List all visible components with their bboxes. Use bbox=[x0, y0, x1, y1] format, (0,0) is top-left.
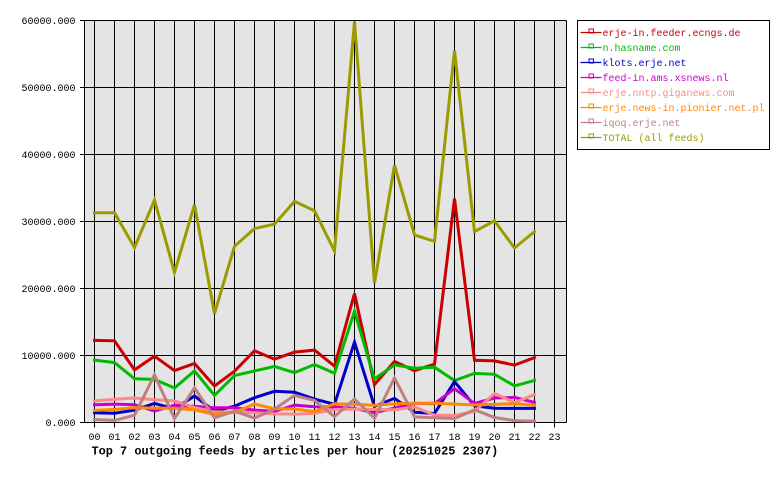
svg-text:klots.erje.net: klots.erje.net bbox=[603, 58, 687, 70]
svg-text:12: 12 bbox=[328, 433, 340, 444]
svg-text:feed-in.ams.xsnews.nl: feed-in.ams.xsnews.nl bbox=[603, 73, 729, 85]
svg-text:01: 01 bbox=[108, 433, 120, 444]
svg-text:14: 14 bbox=[368, 433, 380, 444]
svg-text:07: 07 bbox=[228, 433, 240, 444]
svg-text:05: 05 bbox=[188, 433, 200, 444]
svg-text:04: 04 bbox=[168, 433, 180, 444]
svg-text:iqoq.erje.net: iqoq.erje.net bbox=[603, 118, 681, 130]
svg-text:10: 10 bbox=[288, 433, 300, 444]
svg-text:08: 08 bbox=[248, 433, 260, 444]
svg-text:30000.000: 30000.000 bbox=[21, 218, 75, 229]
svg-text:18: 18 bbox=[448, 433, 460, 444]
svg-text:19: 19 bbox=[468, 433, 480, 444]
svg-text:16: 16 bbox=[408, 433, 420, 444]
svg-text:10000.000: 10000.000 bbox=[21, 352, 75, 363]
svg-text:11: 11 bbox=[308, 433, 320, 444]
svg-text:09: 09 bbox=[268, 433, 280, 444]
svg-text:40000.000: 40000.000 bbox=[21, 151, 75, 162]
svg-text:20000.000: 20000.000 bbox=[21, 285, 75, 296]
svg-text:17: 17 bbox=[428, 433, 440, 444]
svg-text:13: 13 bbox=[348, 433, 360, 444]
svg-text:23: 23 bbox=[548, 433, 560, 444]
svg-text:20: 20 bbox=[488, 433, 500, 444]
svg-text:21: 21 bbox=[508, 433, 520, 444]
svg-text:erje-in.feeder.ecngs.de: erje-in.feeder.ecngs.de bbox=[603, 28, 741, 40]
svg-text:00: 00 bbox=[88, 433, 100, 444]
svg-text:22: 22 bbox=[528, 433, 540, 444]
svg-text:erje.news-in.pionier.net.pl: erje.news-in.pionier.net.pl bbox=[603, 103, 765, 115]
svg-text:50000.000: 50000.000 bbox=[21, 84, 75, 95]
svg-text:02: 02 bbox=[128, 433, 140, 444]
svg-text:03: 03 bbox=[148, 433, 160, 444]
svg-text:erje.nntp.giganews.com: erje.nntp.giganews.com bbox=[603, 88, 735, 100]
svg-text:Top 7 outgoing feeds by articl: Top 7 outgoing feeds by articles per hou… bbox=[92, 444, 499, 458]
svg-text:15: 15 bbox=[388, 433, 400, 444]
svg-text:0.000: 0.000 bbox=[45, 419, 75, 430]
svg-text:TOTAL (all feeds): TOTAL (all feeds) bbox=[603, 133, 705, 145]
svg-text:06: 06 bbox=[208, 433, 220, 444]
svg-text:60000.000: 60000.000 bbox=[21, 17, 75, 28]
svg-text:n.hasname.com: n.hasname.com bbox=[603, 43, 681, 55]
